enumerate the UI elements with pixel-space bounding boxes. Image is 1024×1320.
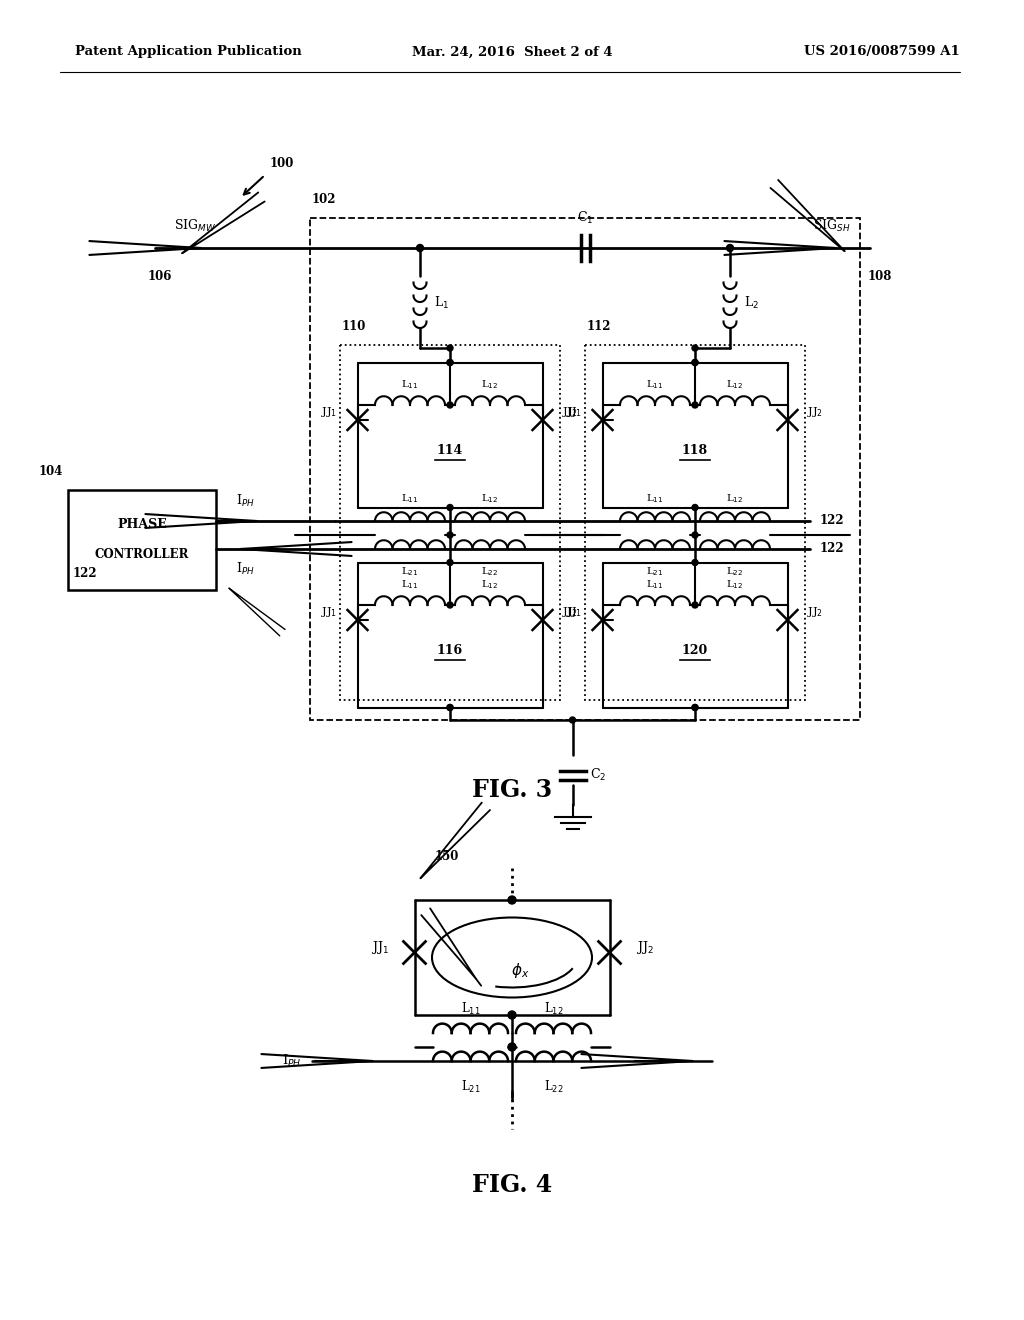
Text: L$_{12}$: L$_{12}$ (481, 578, 499, 591)
Text: JJ$_2$: JJ$_2$ (636, 939, 653, 956)
Text: JJ$_2$: JJ$_2$ (562, 605, 579, 619)
Circle shape (692, 560, 698, 565)
Text: L$_{11}$: L$_{11}$ (646, 578, 664, 591)
Text: JJ$_1$: JJ$_1$ (566, 405, 583, 418)
Text: 112: 112 (587, 319, 611, 333)
Circle shape (692, 345, 698, 351)
Text: L$_{21}$: L$_{21}$ (461, 1078, 480, 1096)
Text: 100: 100 (270, 157, 294, 170)
Text: JJ$_2$: JJ$_2$ (562, 405, 579, 418)
Circle shape (692, 705, 698, 710)
Circle shape (447, 403, 453, 408)
Text: L$_{21}$: L$_{21}$ (646, 565, 664, 578)
Text: 120: 120 (682, 644, 709, 656)
Text: I$_{PH}$: I$_{PH}$ (236, 561, 255, 577)
Text: CONTROLLER: CONTROLLER (95, 549, 189, 561)
Text: 108: 108 (868, 271, 892, 282)
Text: 116: 116 (437, 644, 463, 656)
Bar (340, 345, 560, 700)
Circle shape (447, 602, 453, 609)
Bar (585, 345, 805, 700)
Text: L$_{22}$: L$_{22}$ (544, 1078, 563, 1096)
Text: 118: 118 (682, 444, 708, 457)
Text: SIG$_{MW}$: SIG$_{MW}$ (174, 218, 216, 234)
Text: I$_{PH}$: I$_{PH}$ (236, 492, 255, 510)
Text: JJ$_2$: JJ$_2$ (808, 605, 823, 619)
Text: L$_{22}$: L$_{22}$ (481, 565, 499, 578)
Circle shape (569, 717, 575, 723)
Text: I$_{PH}$: I$_{PH}$ (283, 1053, 302, 1069)
Text: 122: 122 (820, 515, 845, 528)
Bar (310, 218, 860, 719)
Circle shape (508, 1011, 516, 1019)
Circle shape (447, 532, 453, 539)
Text: L$_{12}$: L$_{12}$ (481, 492, 499, 506)
Circle shape (692, 602, 698, 609)
Text: L$_{12}$: L$_{12}$ (726, 492, 743, 506)
Circle shape (447, 705, 453, 710)
Text: JJ$_1$: JJ$_1$ (322, 405, 338, 418)
Text: C$_2$: C$_2$ (591, 767, 607, 783)
Text: US 2016/0087599 A1: US 2016/0087599 A1 (804, 45, 961, 58)
Text: $\phi_x$: $\phi_x$ (511, 961, 529, 979)
Circle shape (692, 359, 698, 366)
Text: L$_{11}$: L$_{11}$ (401, 379, 419, 391)
Circle shape (447, 504, 453, 511)
Circle shape (508, 1043, 516, 1051)
Text: L$_{22}$: L$_{22}$ (726, 565, 743, 578)
Text: L$_{12}$: L$_{12}$ (726, 578, 743, 591)
Circle shape (692, 504, 698, 511)
Circle shape (447, 359, 453, 366)
Circle shape (692, 359, 698, 366)
Text: L$_{11}$: L$_{11}$ (646, 492, 664, 506)
Text: FIG. 4: FIG. 4 (472, 1173, 552, 1197)
Text: L$_{11}$: L$_{11}$ (401, 492, 419, 506)
Text: L$_{12}$: L$_{12}$ (544, 1001, 563, 1016)
Circle shape (447, 705, 453, 710)
Text: C$_1$: C$_1$ (577, 210, 593, 226)
Text: 150: 150 (435, 850, 460, 863)
Text: 122: 122 (73, 568, 97, 579)
Circle shape (447, 560, 453, 565)
Bar (68, 490, 216, 590)
Text: FIG. 3: FIG. 3 (472, 777, 552, 803)
Circle shape (692, 705, 698, 710)
Text: L$_{11}$: L$_{11}$ (646, 379, 664, 391)
Text: 110: 110 (342, 319, 367, 333)
Text: 106: 106 (147, 271, 172, 282)
Text: 114: 114 (437, 444, 463, 457)
Text: L$_{21}$: L$_{21}$ (401, 565, 419, 578)
Text: PHASE: PHASE (117, 519, 167, 532)
Circle shape (726, 244, 733, 252)
Text: L$_{12}$: L$_{12}$ (726, 379, 743, 391)
Text: 104: 104 (39, 465, 63, 478)
Text: JJ$_1$: JJ$_1$ (322, 605, 338, 619)
Circle shape (447, 345, 453, 351)
Circle shape (692, 532, 698, 539)
Text: JJ$_1$: JJ$_1$ (566, 605, 583, 619)
Text: Patent Application Publication: Patent Application Publication (75, 45, 302, 58)
Text: 122: 122 (820, 543, 845, 556)
Circle shape (417, 244, 424, 252)
Text: SIG$_{SH}$: SIG$_{SH}$ (813, 218, 851, 234)
Text: L$_{11}$: L$_{11}$ (401, 578, 419, 591)
Text: L$_{12}$: L$_{12}$ (481, 379, 499, 391)
Circle shape (447, 359, 453, 366)
Text: L$_2$: L$_2$ (744, 294, 759, 312)
Circle shape (692, 403, 698, 408)
Text: JJ$_2$: JJ$_2$ (808, 405, 823, 418)
Text: L$_1$: L$_1$ (434, 294, 450, 312)
Text: JJ$_1$: JJ$_1$ (371, 939, 388, 956)
Text: L$_{11}$: L$_{11}$ (461, 1001, 480, 1016)
Text: 102: 102 (312, 193, 337, 206)
Text: Mar. 24, 2016  Sheet 2 of 4: Mar. 24, 2016 Sheet 2 of 4 (412, 45, 612, 58)
Circle shape (508, 896, 516, 904)
